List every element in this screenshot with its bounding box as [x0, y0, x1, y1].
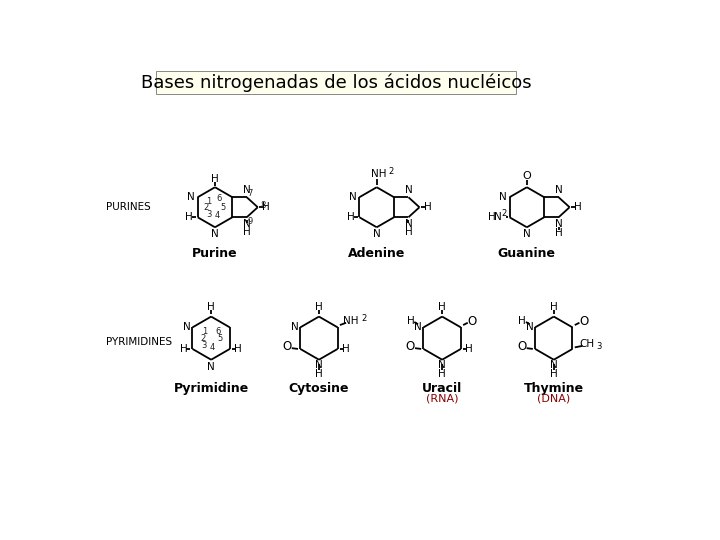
Text: 3: 3: [202, 341, 207, 349]
Text: 7: 7: [247, 189, 253, 198]
Text: H: H: [211, 174, 219, 184]
Text: Adenine: Adenine: [348, 247, 405, 260]
Text: 5: 5: [217, 334, 222, 343]
Text: N: N: [373, 229, 381, 239]
Text: H: H: [574, 202, 582, 212]
Text: N: N: [494, 212, 502, 222]
Text: H: H: [465, 344, 473, 354]
Text: N: N: [554, 185, 562, 195]
Text: H: H: [405, 227, 413, 237]
Text: H: H: [554, 228, 562, 239]
Text: (RNA): (RNA): [426, 393, 459, 403]
Text: N: N: [315, 360, 323, 370]
Text: H: H: [342, 344, 350, 354]
Text: H: H: [262, 202, 270, 212]
Text: NH: NH: [372, 169, 387, 179]
Text: Guanine: Guanine: [498, 247, 556, 260]
Text: N: N: [243, 185, 251, 195]
Text: 3: 3: [206, 210, 212, 219]
Text: Pyrimidine: Pyrimidine: [174, 382, 249, 395]
Text: (DNA): (DNA): [537, 393, 570, 403]
Text: PYRIMIDINES: PYRIMIDINES: [106, 337, 172, 347]
Text: H: H: [347, 212, 355, 222]
Text: N: N: [187, 192, 194, 202]
Text: N: N: [348, 192, 356, 202]
Text: H: H: [315, 302, 323, 312]
Text: Uracil: Uracil: [422, 382, 462, 395]
Text: H: H: [438, 369, 446, 379]
Text: Bases nitrogenadas de los ácidos nucléicos: Bases nitrogenadas de los ácidos nucléic…: [141, 73, 532, 92]
Text: H: H: [207, 302, 215, 312]
Text: O: O: [523, 171, 531, 181]
Text: 6: 6: [215, 327, 221, 336]
Text: 6: 6: [216, 194, 222, 203]
Text: O: O: [406, 340, 415, 353]
Text: O: O: [468, 315, 477, 328]
Text: H: H: [550, 302, 558, 312]
Text: H: H: [550, 369, 558, 379]
Text: 9: 9: [247, 217, 253, 226]
Text: Purine: Purine: [192, 247, 238, 260]
Text: 2: 2: [361, 314, 366, 322]
Text: N: N: [291, 322, 299, 332]
Text: 4: 4: [215, 211, 220, 220]
Text: H: H: [518, 316, 526, 326]
Text: H: H: [488, 212, 495, 222]
Text: N: N: [243, 219, 251, 229]
Text: N: N: [405, 185, 413, 195]
Text: 2: 2: [501, 209, 506, 218]
Text: 8: 8: [261, 201, 266, 210]
Text: 2: 2: [203, 202, 208, 212]
Text: H: H: [243, 227, 251, 237]
Text: N: N: [438, 360, 446, 370]
Text: H: H: [235, 344, 242, 354]
Text: PURINES: PURINES: [106, 202, 150, 212]
Text: 2: 2: [200, 334, 205, 343]
Text: N: N: [550, 360, 558, 370]
Text: N: N: [499, 192, 506, 202]
Text: O: O: [580, 315, 589, 328]
Text: N: N: [183, 322, 191, 332]
Text: O: O: [518, 340, 526, 353]
Text: O: O: [282, 340, 292, 353]
Text: H: H: [180, 344, 188, 354]
Text: 4: 4: [210, 343, 215, 352]
Text: H: H: [407, 316, 414, 326]
Text: N: N: [554, 219, 562, 229]
Text: 2: 2: [388, 167, 394, 177]
Text: N: N: [405, 219, 413, 229]
Text: N: N: [526, 322, 534, 332]
Text: N: N: [211, 229, 219, 239]
Text: N: N: [207, 362, 215, 372]
Text: Cytosine: Cytosine: [289, 382, 349, 395]
FancyBboxPatch shape: [156, 71, 516, 94]
Text: 1: 1: [202, 327, 207, 336]
Text: CH: CH: [580, 339, 595, 349]
Text: Thymine: Thymine: [523, 382, 584, 395]
Text: 3: 3: [596, 342, 602, 351]
Text: N: N: [414, 322, 422, 332]
Text: H: H: [424, 202, 432, 212]
Text: NH: NH: [343, 316, 359, 326]
Text: H: H: [315, 369, 323, 379]
Text: 5: 5: [220, 202, 225, 212]
Text: H: H: [438, 302, 446, 312]
Text: H: H: [185, 212, 193, 222]
Text: 1: 1: [206, 197, 212, 206]
Text: N: N: [523, 229, 531, 239]
